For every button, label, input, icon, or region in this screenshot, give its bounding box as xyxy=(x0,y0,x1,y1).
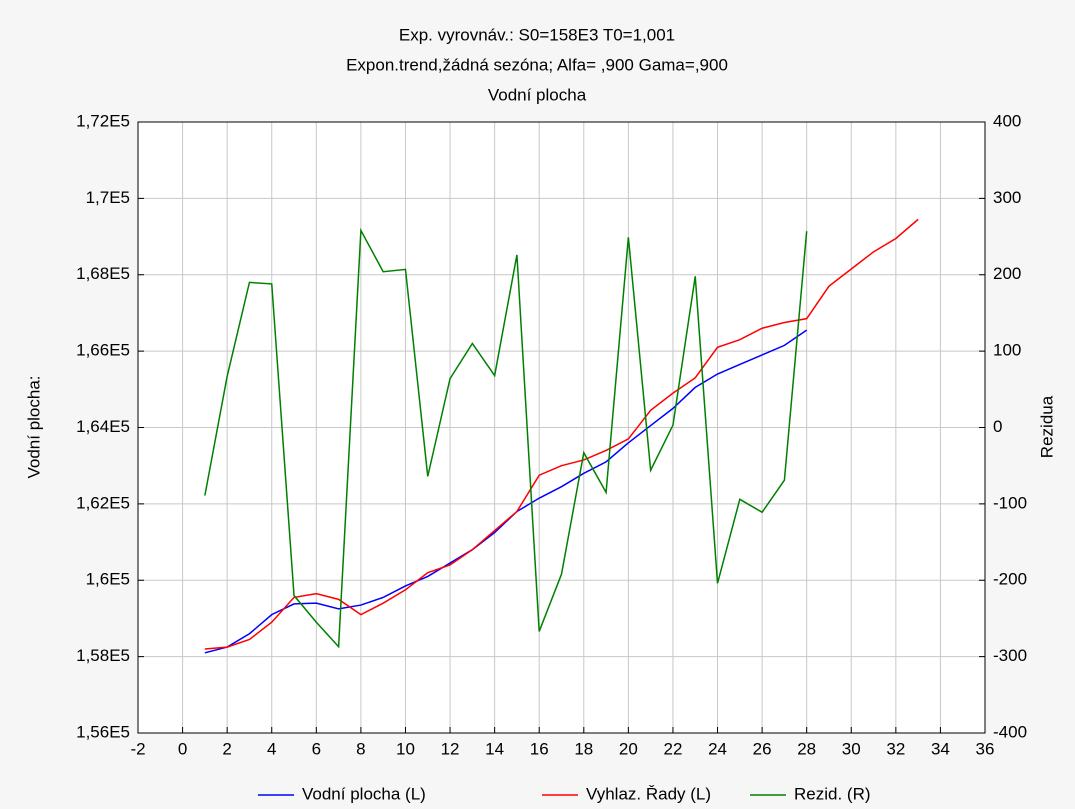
x-tick-label: 0 xyxy=(178,739,187,758)
y2-tick-label: 100 xyxy=(993,341,1021,360)
y-tick-label: 1,58E5 xyxy=(76,646,130,665)
y2-tick-label: 400 xyxy=(993,111,1021,130)
x-tick-label: 28 xyxy=(797,739,816,758)
chart-subtitle: Expon.trend,žádná sezóna; Alfa= ,900 Gam… xyxy=(346,55,728,74)
y2-tick-label: 0 xyxy=(993,417,1002,436)
y-axis-label: Vodní plocha: xyxy=(24,375,43,478)
x-tick-label: 34 xyxy=(931,739,950,758)
y-tick-label: 1,56E5 xyxy=(76,722,130,741)
y-tick-label: 1,6E5 xyxy=(86,570,130,589)
x-tick-label: 30 xyxy=(842,739,861,758)
y2-tick-label: -300 xyxy=(993,646,1027,665)
y2-tick-label: -400 xyxy=(993,722,1027,741)
x-tick-label: 22 xyxy=(663,739,682,758)
x-tick-label: 8 xyxy=(356,739,365,758)
x-tick-label: 32 xyxy=(886,739,905,758)
x-tick-label: 14 xyxy=(485,739,504,758)
x-tick-label: 36 xyxy=(976,739,995,758)
y-tick-label: 1,68E5 xyxy=(76,264,130,283)
x-tick-label: 24 xyxy=(708,739,727,758)
y-tick-label: 1,64E5 xyxy=(76,417,130,436)
x-tick-label: 10 xyxy=(396,739,415,758)
y2-tick-label: -200 xyxy=(993,570,1027,589)
x-tick-label: 6 xyxy=(312,739,321,758)
y-tick-label: 1,66E5 xyxy=(76,341,130,360)
x-tick-label: 20 xyxy=(619,739,638,758)
legend-label: Rezid. (R) xyxy=(794,784,871,803)
x-tick-label: -2 xyxy=(130,739,145,758)
chart-title: Exp. vyrovnáv.: S0=158E3 T0=1,001 xyxy=(399,25,675,44)
y2-tick-label: 200 xyxy=(993,264,1021,283)
legend-label: Vyhlaz. Řady (L) xyxy=(586,784,711,803)
y-tick-label: 1,72E5 xyxy=(76,111,130,130)
x-tick-label: 12 xyxy=(441,739,460,758)
y2-tick-label: -100 xyxy=(993,493,1027,512)
series-line xyxy=(204,227,808,649)
x-tick-label: 26 xyxy=(753,739,772,758)
y2-tick-label: 300 xyxy=(993,188,1021,207)
y2-axis-label: Rezidua xyxy=(1037,395,1056,458)
plot-frame xyxy=(137,121,986,734)
y-tick-label: 1,62E5 xyxy=(76,493,130,512)
x-tick-label: 2 xyxy=(222,739,231,758)
chart-subtitle: Vodní plocha xyxy=(488,85,587,104)
legend-label: Vodní plocha (L) xyxy=(302,784,426,803)
x-tick-label: 18 xyxy=(574,739,593,758)
x-tick-label: 16 xyxy=(530,739,549,758)
y-tick-label: 1,7E5 xyxy=(86,188,130,207)
x-tick-label: 4 xyxy=(267,739,276,758)
